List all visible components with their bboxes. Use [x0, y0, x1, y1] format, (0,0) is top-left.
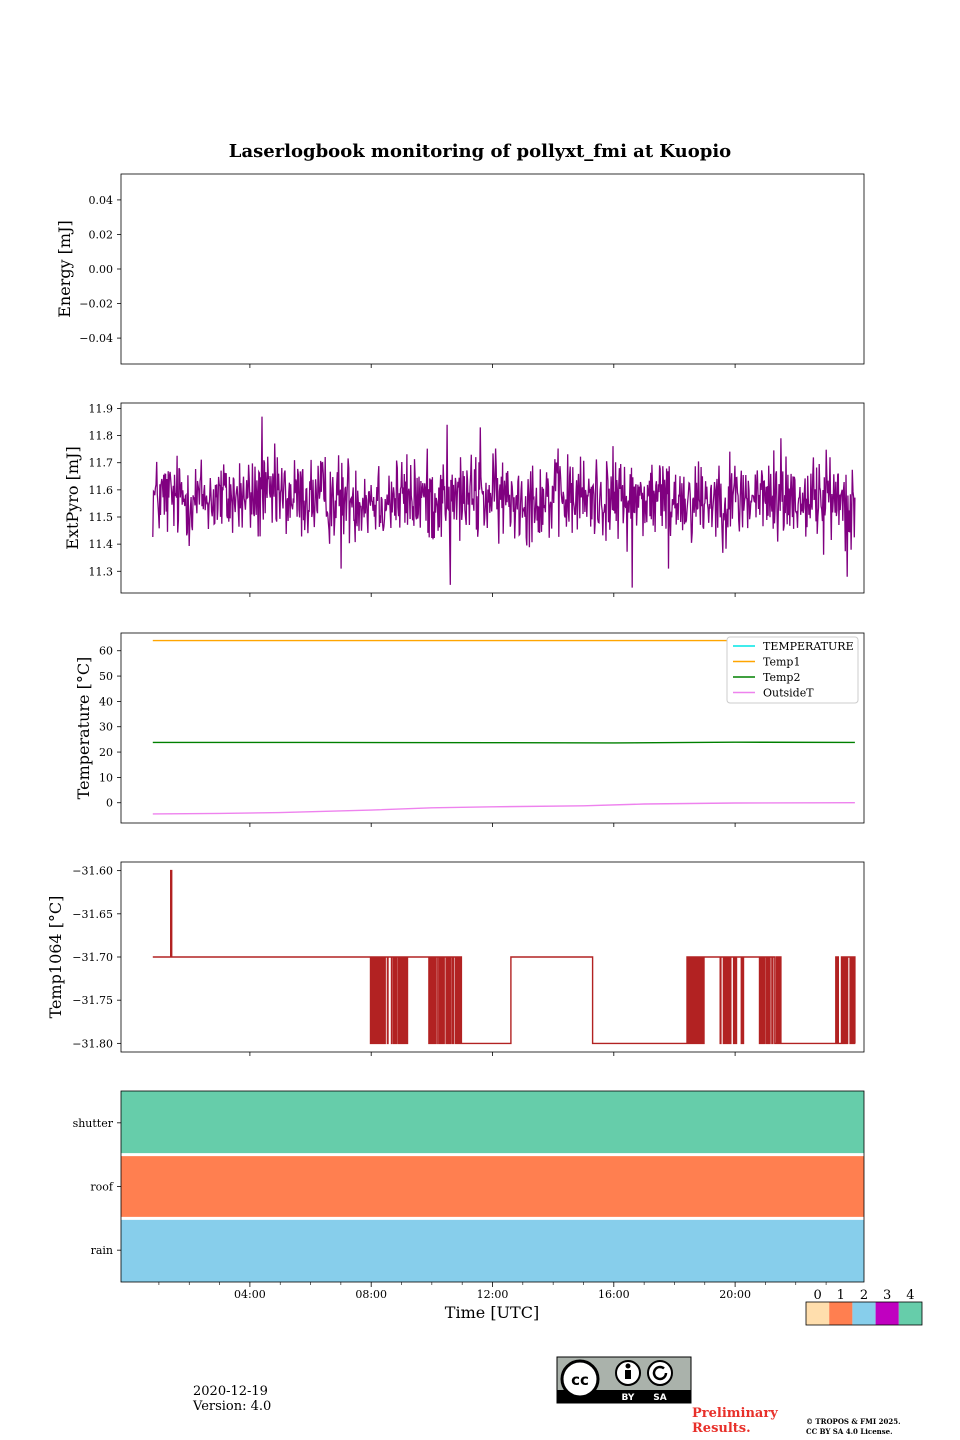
y-tick-label: 30: [99, 721, 113, 734]
status-band-rain: [121, 1218, 864, 1282]
legend-box: [726, 636, 859, 704]
y-tick-label: −31.80: [72, 1037, 113, 1050]
y-tick-label: 11.9: [89, 402, 114, 415]
y-tick-label: 11.8: [89, 430, 114, 443]
colorbar-tick-label: 4: [906, 1288, 914, 1303]
y-tick-label: 50: [99, 670, 113, 683]
axes-frame: [120, 173, 865, 365]
legend-label-temperature: TEMPERATURE: [763, 640, 854, 653]
y-tick-label: 0.02: [89, 228, 114, 241]
y-tick-label: 0.00: [89, 263, 114, 276]
x-tick-label: 04:00: [234, 1288, 266, 1301]
colorbar-tick-label: 2: [860, 1288, 868, 1303]
x-axis-label: Time [UTC]: [445, 1303, 539, 1322]
colorbar-frame: [805, 1301, 923, 1326]
colorbar-tick-label: 3: [883, 1288, 891, 1303]
x-tick-label: 08:00: [355, 1288, 387, 1301]
y-tick-label: roof: [90, 1181, 114, 1194]
colorbar-cell-4: [898, 1302, 922, 1325]
y-tick-label: 11.4: [89, 538, 114, 551]
date-label: 2020-12-19: [193, 1384, 268, 1399]
y-tick-label: 11.7: [89, 457, 114, 470]
y-tick-label: 0.04: [89, 194, 114, 207]
preliminary-note: Preliminary Results.: [692, 1406, 792, 1436]
y-tick-label: rain: [91, 1244, 113, 1257]
colorbar-cell-3: [875, 1302, 899, 1325]
colorbar-tick-label: 0: [813, 1288, 821, 1303]
y-axis-label: Temp1064 [°C]: [46, 896, 65, 1019]
colorbar-tick-label: 1: [837, 1288, 845, 1303]
y-tick-label: 11.3: [89, 565, 114, 578]
x-tick-label: 12:00: [477, 1288, 509, 1301]
y-axis-label: ExtPyro [mJ]: [63, 446, 82, 549]
axes-frame: [120, 861, 865, 1053]
colorbar-cell-2: [852, 1302, 876, 1325]
status-band-shutter: [121, 1091, 864, 1155]
by-person-body: [625, 1370, 631, 1379]
series-line-temp1064: [152, 869, 856, 1045]
y-tick-label: −31.65: [72, 908, 113, 921]
colorbar-cell-1: [829, 1302, 853, 1325]
y-tick-label: −31.75: [72, 994, 113, 1007]
y-tick-label: shutter: [73, 1117, 114, 1130]
cc-by-label: BY: [622, 1393, 635, 1403]
copyright-line1: © TROPOS & FMI 2025.: [806, 1417, 901, 1426]
axes-frame: [120, 632, 865, 824]
y-tick-label: −0.04: [79, 332, 113, 345]
by-person-head: [625, 1363, 631, 1369]
chart-title: Laserlogbook monitoring of pollyxt_fmi a…: [228, 141, 732, 162]
y-tick-label: 20: [99, 746, 113, 759]
y-axis-label: Energy [mJ]: [55, 220, 74, 318]
y-tick-label: 11.6: [89, 484, 114, 497]
series-line-outsidet: [152, 802, 855, 815]
y-tick-label: 40: [99, 695, 113, 708]
legend-label-temp1: Temp1: [763, 656, 800, 669]
preliminary-label: Preliminary: [692, 1406, 778, 1421]
y-tick-label: −0.02: [79, 298, 113, 311]
legend-label-temp2: Temp2: [763, 671, 800, 684]
y-tick-label: 60: [99, 645, 113, 658]
y-axis-label: Temperature [°C]: [74, 657, 93, 800]
date-info: 2020-12-19 Version: 4.0: [193, 1384, 271, 1414]
x-tick-label: 20:00: [719, 1288, 751, 1301]
series-line-temp2: [152, 741, 855, 744]
copyright-line2: CC BY SA 4.0 License.: [806, 1427, 893, 1436]
x-tick-label: 16:00: [598, 1288, 630, 1301]
y-tick-label: 0: [106, 797, 113, 810]
y-tick-label: 10: [99, 771, 113, 784]
x-axis: 04:00 08:00 12:00 16:00 20:00 Time [UTC]: [158, 1282, 827, 1322]
cc-icon-label: cc: [571, 1371, 589, 1389]
y-tick-label: −31.70: [72, 951, 113, 964]
cc-license-badge: cc BY SA: [556, 1356, 692, 1404]
sa-icon: [647, 1360, 673, 1386]
panel-extpyro: 11.9 11.8 11.7 11.6 11.5 11.4 11.3 ExtPyro [mJ]: [63, 402, 865, 597]
sa-arrow: [652, 1365, 668, 1381]
legend-label-outsidet: OutsideT: [763, 687, 814, 700]
legend: TEMPERATURE Temp1 Temp2 OutsideT: [726, 636, 859, 704]
cc-icon: [560, 1359, 600, 1399]
y-tick-label: −31.60: [72, 865, 113, 878]
copyright-note: © TROPOS & FMI 2025. CC BY SA 4.0 Licens…: [806, 1417, 956, 1437]
series-line-extpyro: [152, 416, 856, 588]
axes-frame: [120, 402, 865, 594]
panel-temp1064: −31.60 −31.65 −31.70 −31.75 −31.80 Temp1064 […: [46, 861, 865, 1056]
panel-status: shutter roof rain 0 1 2 3 4: [73, 1090, 923, 1326]
panel-temperature: 60 50 40 30 20 10 0 Temperature [°C] TEMPERATURE…: [74, 632, 865, 827]
colorbar-cell-0: [806, 1302, 830, 1325]
status-band-roof: [121, 1154, 864, 1219]
cc-sa-label: SA: [653, 1393, 666, 1403]
panel-energy: 0.04 0.02 0.00 −0.02 −0.04 Energy [mJ]: [55, 173, 865, 368]
results-label: Results.: [692, 1421, 751, 1436]
y-tick-label: 11.5: [89, 511, 114, 524]
version-label: Version: 4.0: [193, 1399, 272, 1414]
